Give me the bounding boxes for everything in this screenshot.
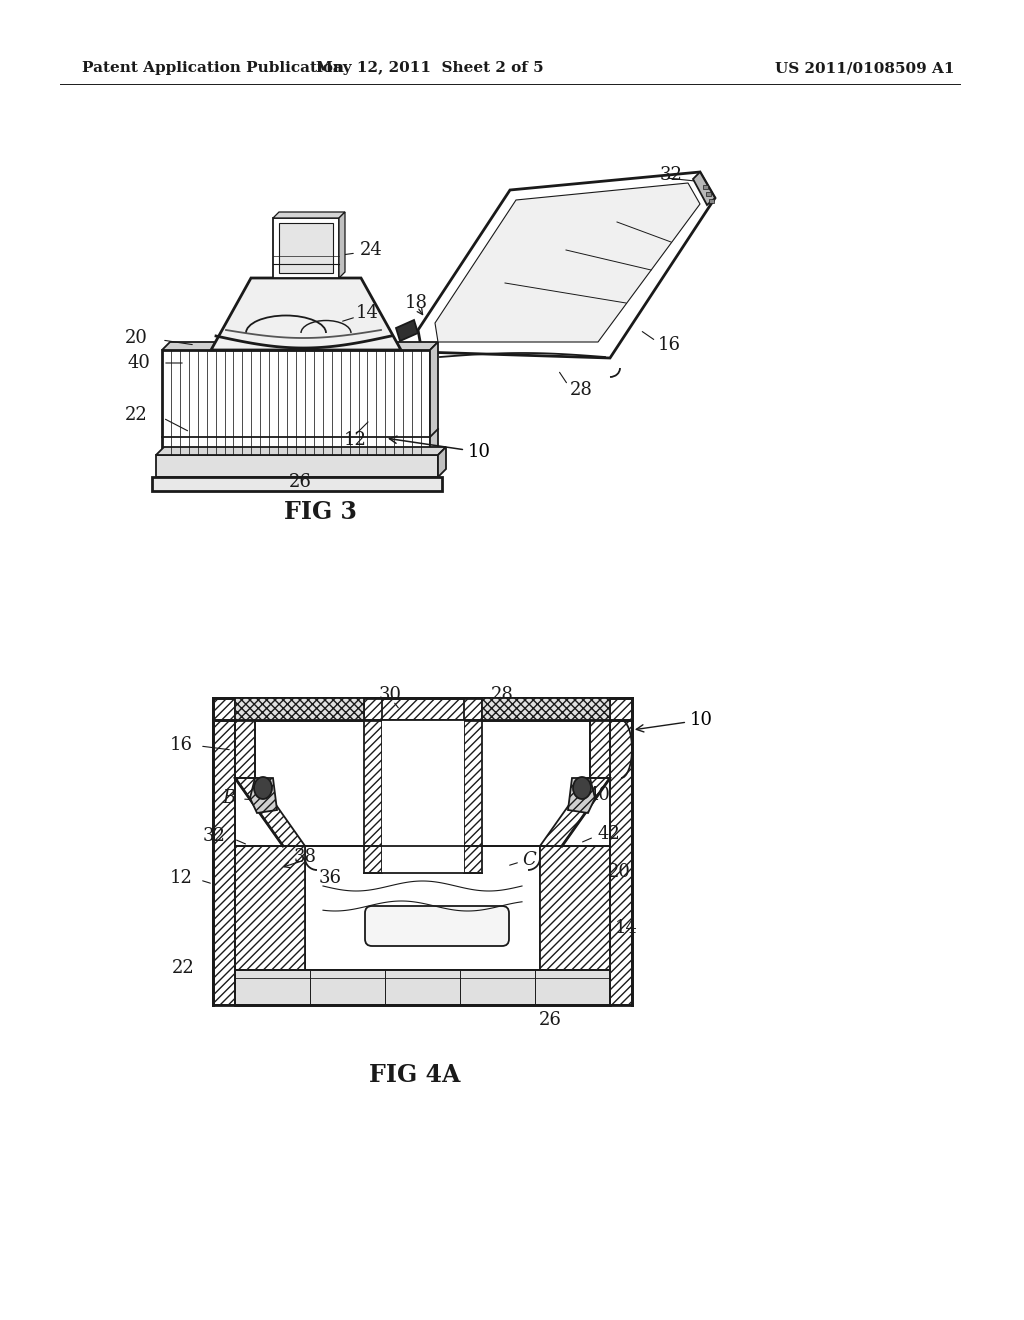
Bar [482,698,610,719]
Text: 28: 28 [490,686,513,704]
Bar [156,455,438,477]
Polygon shape [568,777,595,813]
Polygon shape [396,319,418,341]
Text: 12: 12 [170,869,193,887]
Bar [213,698,234,1005]
Text: US 2011/0108509 A1: US 2011/0108509 A1 [775,61,954,75]
Bar [273,218,339,279]
Text: 30: 30 [379,686,401,704]
Polygon shape [273,213,345,218]
Text: 38: 38 [294,847,316,866]
Bar [703,185,708,189]
FancyBboxPatch shape [365,906,509,946]
Polygon shape [211,279,401,350]
Text: 26: 26 [289,473,311,491]
Bar [152,477,442,491]
Text: 36: 36 [318,869,341,887]
Text: 22: 22 [125,407,148,424]
Text: 20: 20 [608,863,631,880]
Text: 40: 40 [127,354,150,372]
Text: 32: 32 [203,828,226,845]
Text: 18: 18 [404,294,427,312]
Text: 24: 24 [440,759,463,777]
Polygon shape [430,342,438,455]
Ellipse shape [573,777,591,799]
Polygon shape [234,777,305,846]
Bar [234,698,364,719]
Text: 26: 26 [539,1011,561,1030]
Ellipse shape [254,777,272,799]
Text: 12: 12 [344,432,367,449]
Bar [364,698,382,873]
Text: B: B [223,789,236,807]
Bar [590,719,610,777]
Bar [709,199,714,203]
Bar [234,846,305,970]
Polygon shape [156,447,446,455]
Bar [706,191,711,195]
Text: 42: 42 [598,825,621,843]
Text: 16: 16 [170,737,193,754]
Text: 10: 10 [636,711,713,731]
Text: FIG 4A: FIG 4A [370,1063,461,1086]
Text: 50: 50 [568,697,591,715]
Text: 14: 14 [356,304,379,322]
Text: FIG 3: FIG 3 [284,500,356,524]
Text: 40: 40 [587,785,610,804]
Polygon shape [435,183,700,342]
Bar [234,719,255,777]
Polygon shape [693,172,715,205]
Polygon shape [162,342,438,350]
Bar [234,970,610,1005]
Bar [610,698,632,1005]
Text: 10: 10 [389,436,490,461]
Text: May 12, 2011  Sheet 2 of 5: May 12, 2011 Sheet 2 of 5 [316,61,544,75]
Polygon shape [418,172,715,358]
Text: 20: 20 [125,329,148,347]
Text: Patent Application Publication: Patent Application Publication [82,61,344,75]
Text: 24: 24 [360,242,383,259]
Text: 16: 16 [658,337,681,354]
Text: C: C [522,851,536,869]
Polygon shape [438,447,446,477]
Bar [213,698,632,719]
Text: 22: 22 [172,960,195,977]
Text: 28: 28 [570,381,593,399]
Bar [305,846,540,970]
Polygon shape [339,213,345,279]
Polygon shape [250,777,278,813]
Polygon shape [540,777,610,846]
Text: 32: 32 [660,166,683,183]
Text: 14: 14 [615,919,638,937]
Bar [279,223,333,273]
Bar [464,698,482,873]
Bar [540,846,610,970]
Bar [382,719,464,873]
Bar [162,350,430,455]
